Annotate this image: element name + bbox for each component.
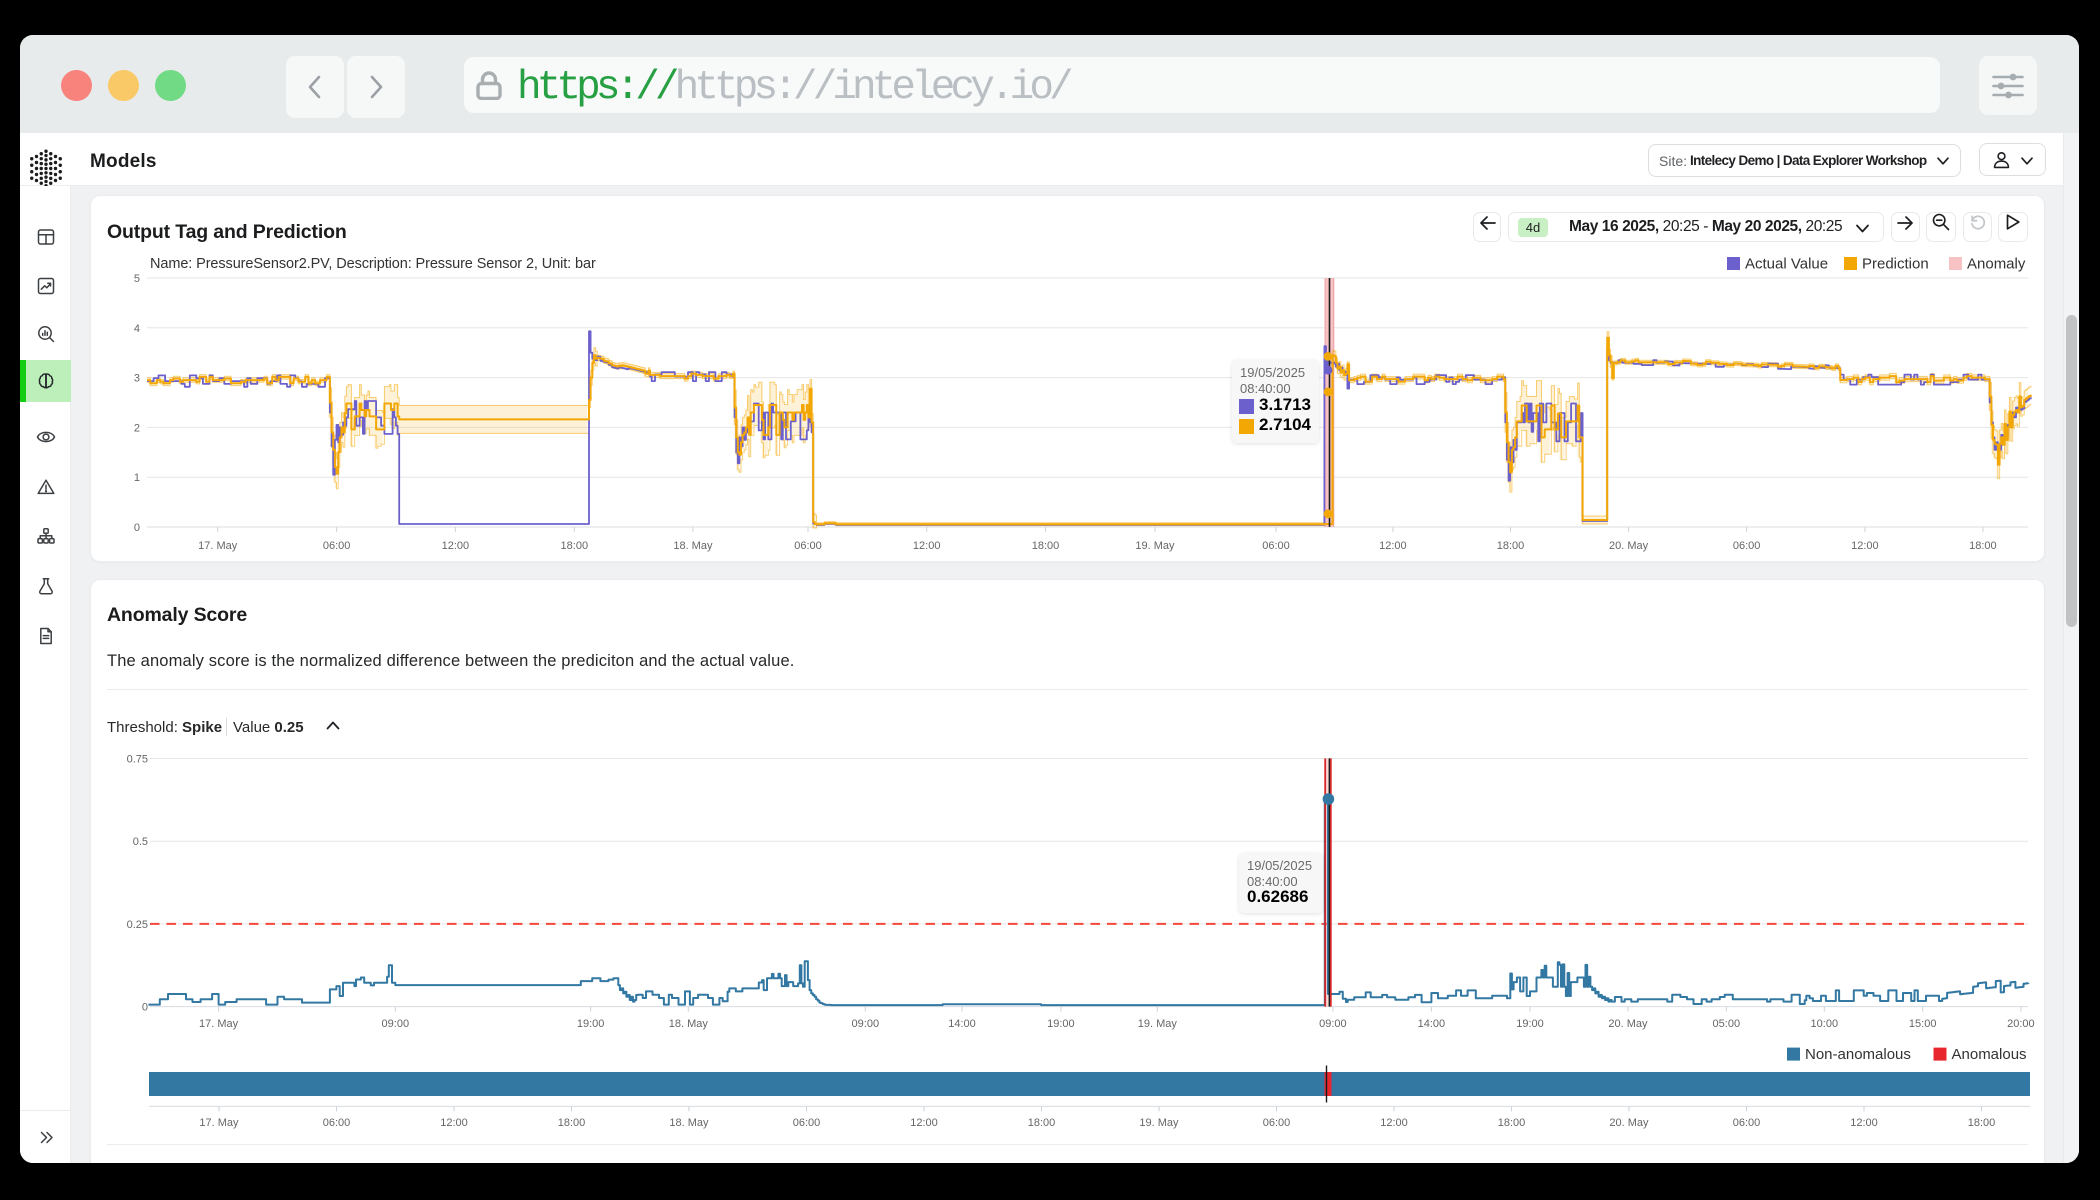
svg-text:Prediction: Prediction [1862,256,1929,273]
svg-text:09:00: 09:00 [852,1018,880,1030]
svg-text:17. May: 17. May [199,1018,239,1030]
svg-text:18:00: 18:00 [1032,540,1060,552]
svg-text:18:00: 18:00 [1028,1117,1056,1129]
svg-text:2: 2 [134,422,140,434]
svg-text:14:00: 14:00 [1418,1018,1446,1030]
svg-text:18:00: 18:00 [561,540,589,552]
svg-text:0.75: 0.75 [127,754,148,766]
svg-text:19. May: 19. May [1139,1117,1179,1129]
svg-text:20. May: 20. May [1609,1117,1649,1129]
svg-text:0.5: 0.5 [133,836,148,848]
svg-text:19. May: 19. May [1135,540,1175,552]
svg-text:19:00: 19:00 [1516,1018,1544,1030]
svg-text:18. May: 18. May [669,1117,709,1129]
svg-text:06:00: 06:00 [323,540,351,552]
svg-text:Anomaly: Anomaly [1967,256,2026,273]
svg-text:Anomalous: Anomalous [1952,1046,2027,1063]
svg-text:Actual Value: Actual Value [1745,256,1828,273]
svg-text:06:00: 06:00 [1733,1117,1761,1129]
svg-text:09:00: 09:00 [382,1018,410,1030]
svg-text:12:00: 12:00 [442,540,470,552]
svg-text:06:00: 06:00 [1263,1117,1291,1129]
svg-text:17. May: 17. May [198,540,238,552]
svg-text:1: 1 [134,472,140,484]
svg-text:18:00: 18:00 [1497,540,1525,552]
svg-text:0: 0 [134,522,140,534]
svg-text:06:00: 06:00 [1262,540,1290,552]
svg-text:17. May: 17. May [199,1117,239,1129]
svg-text:19. May: 19. May [1138,1018,1178,1030]
svg-text:18:00: 18:00 [1968,1117,1996,1129]
svg-text:4: 4 [134,323,140,335]
svg-text:18. May: 18. May [669,1018,709,1030]
svg-text:18:00: 18:00 [1969,540,1997,552]
svg-text:20:00: 20:00 [2007,1018,2035,1030]
svg-text:06:00: 06:00 [323,1117,351,1129]
svg-text:19:00: 19:00 [1047,1018,1075,1030]
svg-text:06:00: 06:00 [793,1117,821,1129]
svg-text:20. May: 20. May [1609,540,1649,552]
svg-text:12:00: 12:00 [1380,1117,1408,1129]
svg-text:18:00: 18:00 [558,1117,586,1129]
svg-text:18. May: 18. May [673,540,713,552]
svg-text:14:00: 14:00 [948,1018,976,1030]
svg-text:12:00: 12:00 [1379,540,1407,552]
svg-text:Non-anomalous: Non-anomalous [1805,1046,1911,1063]
svg-text:3: 3 [134,373,140,385]
svg-text:15:00: 15:00 [1909,1018,1937,1030]
svg-text:19:00: 19:00 [577,1018,605,1030]
svg-text:09:00: 09:00 [1319,1018,1347,1030]
svg-text:06:00: 06:00 [1733,540,1761,552]
svg-text:0.25: 0.25 [127,919,148,931]
svg-text:05:00: 05:00 [1713,1018,1741,1030]
svg-text:20. May: 20. May [1608,1018,1648,1030]
svg-text:06:00: 06:00 [794,540,822,552]
svg-text:12:00: 12:00 [910,1117,938,1129]
svg-text:12:00: 12:00 [1850,1117,1878,1129]
svg-text:10:00: 10:00 [1811,1018,1839,1030]
svg-text:12:00: 12:00 [440,1117,468,1129]
svg-text:18:00: 18:00 [1498,1117,1526,1129]
svg-text:0: 0 [142,1002,148,1014]
svg-text:12:00: 12:00 [1851,540,1879,552]
svg-text:12:00: 12:00 [913,540,941,552]
svg-text:5: 5 [134,273,140,285]
